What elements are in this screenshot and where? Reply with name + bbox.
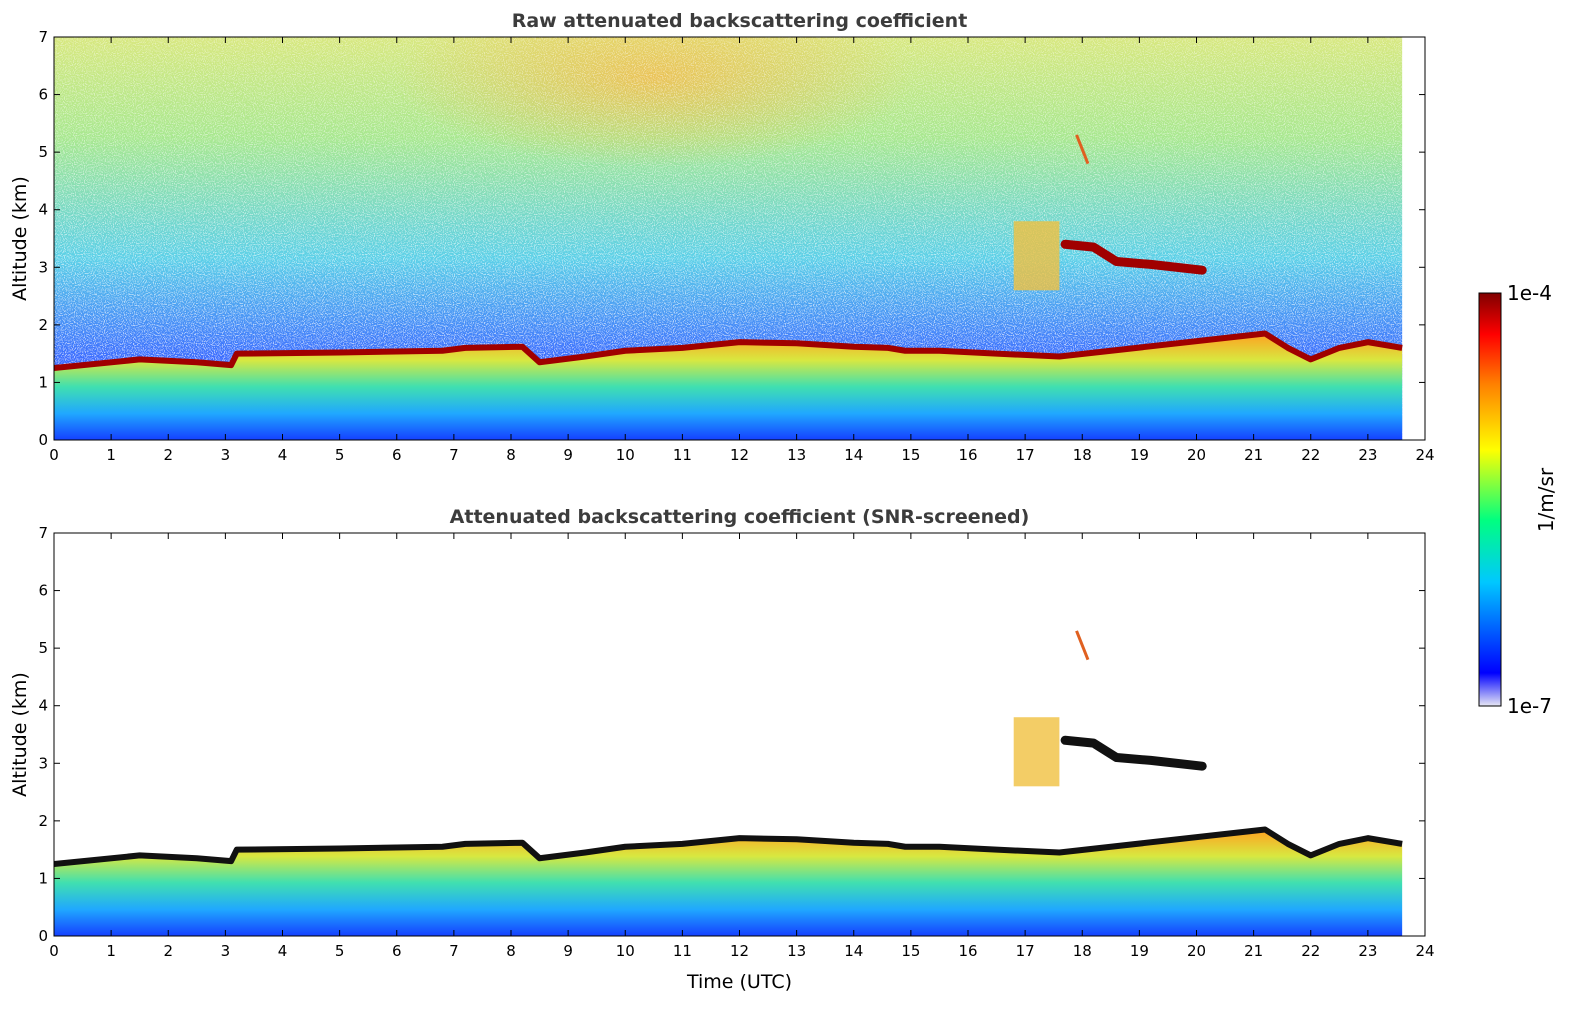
mid-level-cloud xyxy=(1060,239,1207,275)
y-tick-label: 6 xyxy=(38,582,48,600)
y-tick-label: 4 xyxy=(38,697,48,715)
backscatter-field xyxy=(54,630,1403,936)
x-tick-label: 3 xyxy=(221,446,231,464)
x-tick-label: 10 xyxy=(616,446,635,464)
x-tick-label: 23 xyxy=(1358,942,1377,960)
x-tick-label: 14 xyxy=(844,446,863,464)
y-tick-label: 2 xyxy=(38,316,48,334)
x-tick-label: 20 xyxy=(1187,942,1206,960)
x-tick-label: 13 xyxy=(787,942,806,960)
x-tick-label: 1 xyxy=(106,942,116,960)
boundary-layer-aerosol xyxy=(54,829,1403,936)
x-tick-label: 8 xyxy=(506,446,516,464)
x-tick-label: 23 xyxy=(1358,446,1377,464)
y-tick-label: 7 xyxy=(38,28,48,46)
x-tick-label: 5 xyxy=(335,942,345,960)
x-tick-label: 11 xyxy=(673,446,692,464)
x-tick-label: 12 xyxy=(730,942,749,960)
snr-x-axis-label: Time (UTC) xyxy=(686,971,792,993)
raw-panel-title: Raw attenuated backscattering coefficien… xyxy=(512,10,968,32)
boundary-layer-top xyxy=(54,826,1403,868)
y-tick-label: 5 xyxy=(38,639,48,657)
raw-y-axis: 0 1 2 3 4 5 6 7 xyxy=(38,28,1425,449)
x-tick-label: 4 xyxy=(278,446,288,464)
x-tick-label: 8 xyxy=(506,942,516,960)
raw-plot-area xyxy=(53,36,1426,441)
x-tick-label: 24 xyxy=(1415,942,1434,960)
x-tick-label: 16 xyxy=(958,942,977,960)
snr-y-axis: 0 1 2 3 4 5 6 7 xyxy=(38,524,1425,945)
x-tick-label: 7 xyxy=(449,446,459,464)
aerosol-plume xyxy=(1013,717,1060,787)
x-tick-label: 3 xyxy=(221,942,231,960)
x-tick-label: 11 xyxy=(673,942,692,960)
x-tick-label: 19 xyxy=(1130,942,1149,960)
colorbar: 1e-4 1e-7 1/m/sr xyxy=(1478,281,1558,718)
x-tick-label: 0 xyxy=(49,942,59,960)
x-tick-label: 9 xyxy=(563,942,573,960)
x-tick-label: 15 xyxy=(901,446,920,464)
x-tick-label: 10 xyxy=(616,942,635,960)
x-tick-label: 4 xyxy=(278,942,288,960)
y-tick-label: 1 xyxy=(38,373,48,391)
colorbar-min-label: 1e-7 xyxy=(1507,694,1552,718)
aerosol-plume xyxy=(1013,221,1060,291)
y-tick-label: 1 xyxy=(38,869,48,887)
x-tick-label: 22 xyxy=(1301,942,1320,960)
x-tick-label: 18 xyxy=(1073,446,1092,464)
y-tick-label: 3 xyxy=(38,258,48,276)
raw-backscatter-panel: Raw attenuated backscattering coefficien… xyxy=(9,10,1435,464)
colorbar-max-label: 1e-4 xyxy=(1507,281,1552,305)
snr-panel-title: Attenuated backscattering coefficient (S… xyxy=(450,506,1030,528)
y-tick-label: 6 xyxy=(38,86,48,104)
x-tick-label: 6 xyxy=(392,446,402,464)
raw-x-axis: 0 1 2 3 4 5 6 7 8 9 10 11 12 13 14 15 16 17 18 19 20 21 22 23 24 xyxy=(49,37,1435,464)
x-tick-label: 19 xyxy=(1130,446,1149,464)
boundary-layer-top xyxy=(54,330,1403,372)
x-tick-label: 12 xyxy=(730,446,749,464)
x-tick-label: 21 xyxy=(1244,446,1263,464)
boundary-layer-aerosol xyxy=(54,333,1403,440)
snr-screened-panel: Attenuated backscattering coefficient (S… xyxy=(9,506,1435,993)
y-tick-label: 5 xyxy=(38,143,48,161)
x-tick-label: 7 xyxy=(449,942,459,960)
x-tick-label: 0 xyxy=(49,446,59,464)
x-tick-label: 14 xyxy=(844,942,863,960)
colorbar-unit-label: 1/m/sr xyxy=(1534,467,1558,532)
x-tick-label: 17 xyxy=(1016,446,1035,464)
x-tick-label: 24 xyxy=(1415,446,1434,464)
x-tick-label: 16 xyxy=(958,446,977,464)
virga-streak xyxy=(1075,630,1090,661)
x-tick-label: 22 xyxy=(1301,446,1320,464)
x-tick-label: 21 xyxy=(1244,942,1263,960)
x-tick-label: 20 xyxy=(1187,446,1206,464)
virga-streak xyxy=(1075,134,1090,165)
x-tick-label: 9 xyxy=(563,446,573,464)
x-tick-label: 18 xyxy=(1073,942,1092,960)
x-tick-label: 6 xyxy=(392,942,402,960)
x-tick-label: 2 xyxy=(163,446,173,464)
raw-y-axis-label: Altitude (km) xyxy=(9,176,31,301)
snr-y-axis-label: Altitude (km) xyxy=(9,672,31,797)
y-tick-label: 0 xyxy=(38,927,48,945)
y-tick-label: 4 xyxy=(38,201,48,219)
x-tick-label: 1 xyxy=(106,446,116,464)
snr-plot-area xyxy=(53,532,1426,937)
colorbar-gradient xyxy=(1478,292,1502,707)
y-tick-label: 0 xyxy=(38,431,48,449)
x-tick-label: 2 xyxy=(163,942,173,960)
snr-x-axis: 0 1 2 3 4 5 6 7 8 9 10 11 12 13 14 15 16 17 18 19 20 21 22 23 24 xyxy=(49,533,1435,960)
x-tick-label: 13 xyxy=(787,446,806,464)
y-tick-label: 3 xyxy=(38,754,48,772)
y-tick-label: 2 xyxy=(38,812,48,830)
backscatter-field xyxy=(54,37,1403,440)
y-tick-label: 7 xyxy=(38,524,48,542)
mid-level-cloud xyxy=(1060,735,1207,771)
x-tick-label: 15 xyxy=(901,942,920,960)
x-tick-label: 17 xyxy=(1016,942,1035,960)
x-tick-label: 5 xyxy=(335,446,345,464)
